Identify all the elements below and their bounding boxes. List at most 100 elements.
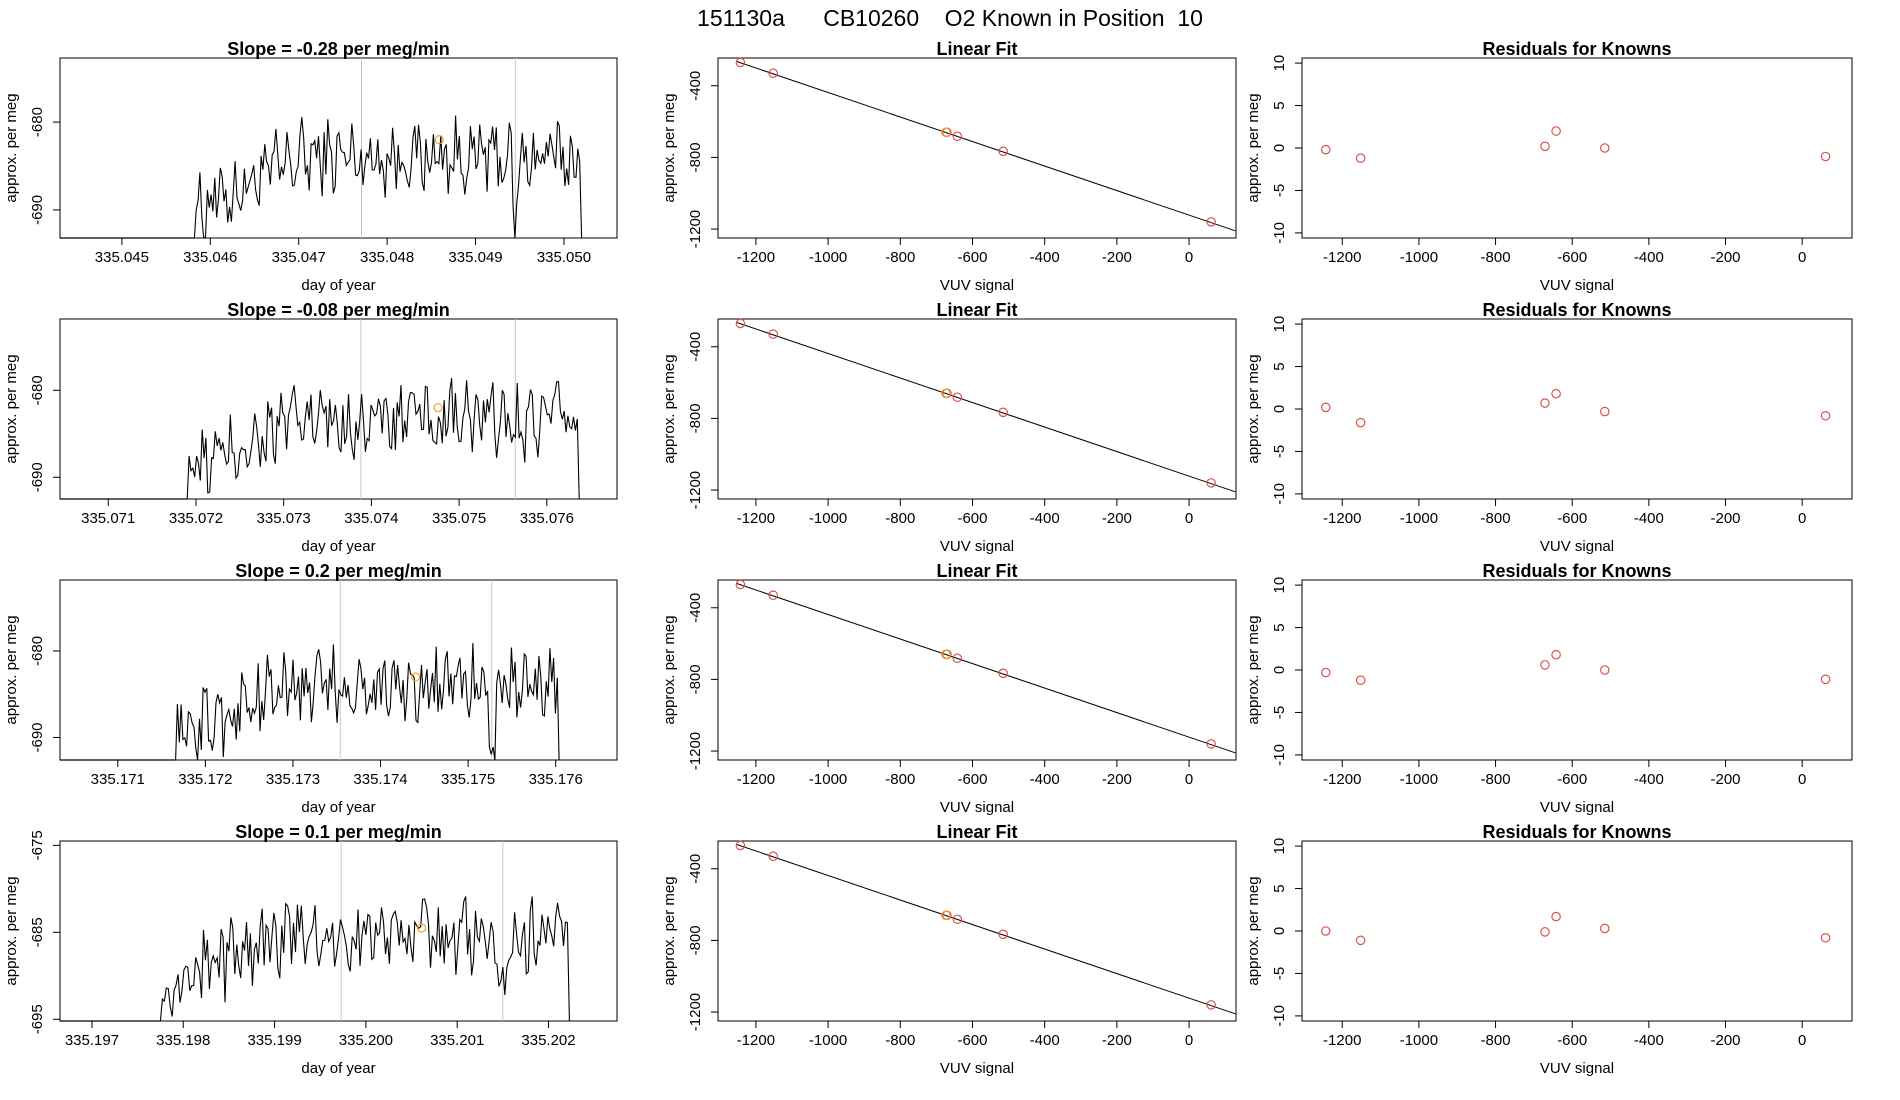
y-tick-label: 10 (1271, 316, 1288, 333)
x-tick-label: -400 (1634, 249, 1664, 266)
x-tick-label: -400 (1030, 1032, 1060, 1049)
x-tick-label: -200 (1711, 1032, 1741, 1049)
x-axis-label: VUV signal (1540, 277, 1614, 294)
y-tick-label: -5 (1271, 445, 1288, 458)
y-tick-label: 10 (1271, 577, 1288, 594)
highlight-point (941, 910, 951, 921)
y-tick-label: -10 (1271, 744, 1288, 766)
x-tick-label: -600 (1557, 510, 1587, 527)
panel-title: Slope = 0.1 per meg/min (235, 822, 442, 842)
data-series-line (193, 115, 584, 239)
x-tick-label: -1000 (1400, 771, 1438, 788)
x-tick-label: -200 (1102, 1032, 1132, 1049)
panel-3-3: Residuals for Knowns VUV signal approx. pe… (1245, 561, 1853, 816)
x-tick-label: 335.075 (432, 510, 486, 527)
highlight-point (941, 127, 951, 138)
x-tick-label: -600 (1557, 249, 1587, 266)
x-tick-label: -200 (1711, 249, 1741, 266)
y-tick-label: -690 (29, 722, 46, 752)
x-tick-label: 335.045 (95, 249, 149, 266)
x-tick-label: 0 (1185, 1032, 1193, 1049)
x-tick-label: -200 (1711, 510, 1741, 527)
y-tick-label: -400 (687, 854, 704, 884)
known-point (1206, 1000, 1216, 1010)
x-axis-label: VUV signal (1540, 1060, 1614, 1077)
known-point (1820, 410, 1831, 421)
known-point (1599, 143, 1610, 153)
y-tick-label: -800 (687, 403, 704, 433)
x-tick-label: 0 (1185, 771, 1193, 788)
x-tick-label: -1200 (1323, 510, 1361, 527)
x-tick-label: 335.073 (257, 510, 311, 527)
y-tick-label: -695 (29, 1004, 46, 1034)
y-tick-label: -5 (1271, 967, 1288, 980)
x-tick-label: 335.072 (169, 510, 223, 527)
x-tick-label: -200 (1102, 510, 1132, 527)
x-tick-label: -200 (1711, 771, 1741, 788)
y-tick-label: -800 (687, 142, 704, 172)
panel-title: Residuals for Knowns (1482, 39, 1671, 59)
y-axis-label: approx. per meg (661, 354, 678, 463)
x-tick-label: -1200 (1323, 771, 1361, 788)
known-point (1355, 417, 1366, 428)
plot-frame (59, 840, 618, 1022)
plot-frame (717, 579, 1237, 761)
x-tick-label: 335.047 (272, 249, 326, 266)
x-tick-label: -1200 (737, 771, 775, 788)
panel-title: Linear Fit (936, 39, 1017, 59)
known-point (1320, 144, 1331, 155)
x-tick-label: -600 (1557, 771, 1587, 788)
y-axis-label: approx. per meg (3, 876, 20, 985)
x-tick-label: -800 (885, 1032, 915, 1049)
panel-title: Linear Fit (936, 561, 1017, 581)
panel-title: Residuals for Knowns (1482, 822, 1671, 842)
known-point (768, 851, 779, 862)
x-tick-label: -600 (957, 771, 987, 788)
known-point (1599, 406, 1610, 417)
panel-title: Slope = -0.08 per meg/min (227, 300, 450, 320)
known-point (1355, 675, 1366, 685)
x-tick-label: -600 (957, 510, 987, 527)
known-point (1551, 388, 1561, 399)
panel-1-1: Slope = -0.28 per meg/min day of year appr… (3, 39, 618, 294)
y-tick-label: -5 (1271, 184, 1288, 197)
known-point (735, 579, 746, 590)
x-tick-label: -1000 (1400, 1032, 1438, 1049)
plot-frame (717, 840, 1237, 1022)
x-tick-label: -800 (1481, 1032, 1511, 1049)
fit-line (735, 321, 1236, 493)
y-axis-label: approx. per meg (661, 615, 678, 724)
x-tick-label: -1000 (809, 510, 847, 527)
panel-4-2: Linear Fit VUV signal approx. per meg -1200… (661, 822, 1237, 1077)
x-axis-label: VUV signal (1540, 538, 1614, 555)
fit-line (735, 582, 1236, 754)
plot-frame (59, 318, 618, 500)
y-tick-label: 0 (1271, 666, 1288, 674)
y-tick-label: -690 (29, 462, 46, 492)
x-tick-label: -1000 (809, 1032, 847, 1049)
known-point (1551, 126, 1561, 136)
y-tick-label: 0 (1271, 927, 1288, 935)
known-point (952, 653, 963, 664)
highlight-point (433, 403, 443, 413)
y-tick-label: -680 (29, 636, 46, 666)
x-tick-label: 335.050 (537, 249, 591, 266)
x-tick-label: -400 (1030, 249, 1060, 266)
x-tick-label: 335.049 (448, 249, 502, 266)
panel-3-2: Linear Fit VUV signal approx. per meg -1200… (661, 561, 1237, 816)
known-point (1540, 927, 1550, 937)
known-point (1320, 667, 1331, 678)
y-tick-label: 5 (1271, 101, 1288, 109)
x-tick-label: 0 (1798, 249, 1806, 266)
x-axis-label: VUV signal (1540, 799, 1614, 816)
x-tick-label: -400 (1634, 510, 1664, 527)
known-point (1540, 398, 1550, 408)
x-tick-label: -1200 (1323, 1032, 1361, 1049)
highlight-point (941, 388, 951, 399)
x-tick-label: -1200 (1323, 249, 1361, 266)
y-axis-label: approx. per meg (1245, 354, 1262, 463)
x-tick-label: -1000 (1400, 249, 1438, 266)
y-tick-label: 5 (1271, 884, 1288, 892)
known-point (735, 318, 746, 329)
plot-frame (1301, 840, 1853, 1022)
